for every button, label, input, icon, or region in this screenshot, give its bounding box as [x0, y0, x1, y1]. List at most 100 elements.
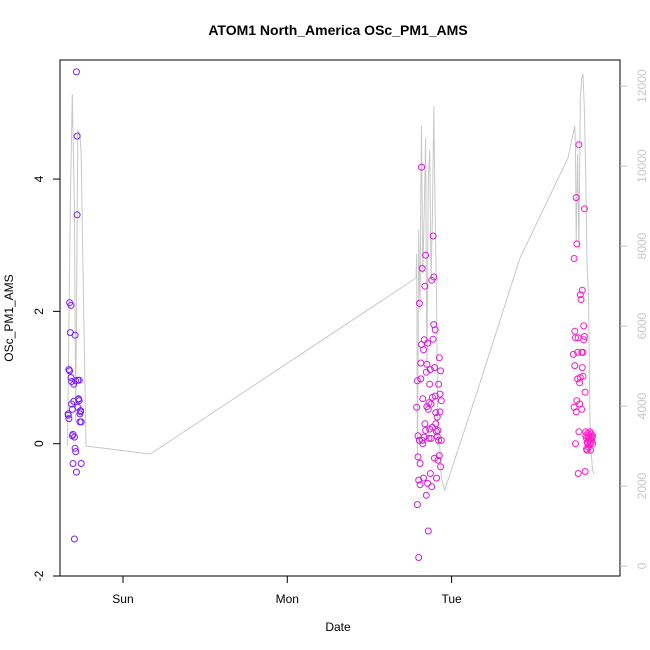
data-point — [70, 380, 78, 388]
y-axis-left: -2 0 2 4 — [32, 175, 60, 581]
data-point — [575, 141, 583, 149]
data-point — [570, 255, 578, 262]
data-point — [573, 240, 581, 248]
data-point — [580, 205, 588, 213]
data-point — [431, 326, 439, 334]
data-point — [437, 397, 445, 405]
data-point — [578, 364, 586, 372]
y-tick-label: 4 — [32, 175, 46, 182]
data-point — [73, 211, 81, 219]
x-tick-label: Mon — [276, 592, 299, 606]
data-point — [75, 397, 83, 405]
y2-tick-label: 8000 — [635, 232, 649, 259]
data-point — [420, 346, 427, 354]
data-point — [433, 474, 440, 482]
data-point — [415, 554, 423, 561]
data-point — [579, 372, 587, 380]
x-tick-label: Tue — [441, 592, 462, 606]
data-point — [578, 405, 586, 413]
data-point — [416, 481, 424, 489]
data-point — [574, 348, 582, 356]
data-point — [437, 463, 445, 471]
y2-tick-label: 6000 — [635, 312, 649, 339]
data-point — [437, 436, 445, 444]
data-point — [433, 413, 441, 421]
data-point — [578, 286, 586, 294]
plot-frame — [59, 59, 621, 577]
data-point — [569, 350, 577, 358]
data-point — [587, 446, 595, 454]
scatter-points — [64, 68, 597, 561]
data-point — [71, 331, 79, 339]
data-point — [416, 460, 424, 467]
data-point — [576, 379, 584, 387]
data-point — [432, 409, 440, 417]
data-point — [572, 408, 580, 416]
data-point — [425, 434, 433, 442]
data-point — [436, 390, 444, 398]
data-point — [431, 364, 438, 372]
data-point — [424, 339, 432, 347]
data-point — [572, 194, 580, 202]
data-point — [69, 460, 77, 467]
x-tick-label: Sun — [112, 592, 133, 606]
data-point — [432, 420, 440, 428]
data-point — [437, 367, 445, 375]
data-point — [429, 232, 437, 240]
data-point — [417, 375, 425, 383]
data-point — [580, 322, 588, 330]
data-point — [434, 427, 442, 434]
data-point — [420, 433, 428, 441]
data-point — [75, 376, 83, 384]
data-point — [436, 408, 444, 416]
data-point — [434, 456, 442, 464]
y-axis-label: OSc_PM1_AMS — [2, 274, 16, 361]
y-axis-right: 0 2000 4000 6000 8000 10000 12000 — [620, 69, 649, 569]
data-point — [571, 327, 579, 335]
y2-tick-label: 0 — [635, 562, 649, 569]
data-point — [66, 367, 74, 375]
data-point — [433, 428, 440, 436]
data-point — [72, 468, 80, 476]
data-point — [70, 433, 78, 441]
data-point — [587, 438, 595, 446]
data-point — [579, 348, 587, 356]
y-tick-label: 0 — [32, 440, 46, 447]
data-point — [574, 470, 582, 477]
data-point — [420, 474, 427, 482]
data-point — [426, 470, 434, 477]
data-point — [419, 440, 427, 448]
data-point — [435, 380, 443, 388]
data-point — [71, 444, 79, 452]
y2-tick-label: 4000 — [635, 392, 649, 419]
secondary-line-series — [67, 73, 595, 492]
data-point — [77, 408, 84, 416]
data-point — [583, 446, 591, 454]
data-point — [426, 366, 434, 374]
y2-tick-label: 10000 — [635, 149, 649, 183]
data-point — [429, 335, 437, 343]
x-axis-label: Date — [325, 620, 351, 634]
data-point — [572, 334, 579, 342]
data-point — [427, 400, 435, 408]
data-point — [72, 448, 80, 456]
data-point — [589, 440, 597, 448]
data-point — [424, 405, 432, 413]
data-point — [70, 535, 78, 543]
data-point — [589, 432, 597, 440]
data-point — [581, 388, 589, 396]
data-point — [576, 291, 584, 299]
data-point — [435, 354, 443, 362]
data-point — [73, 132, 81, 140]
data-point — [64, 410, 72, 418]
chart-title: ATOM1 North_America OSc_PM1_AMS — [208, 22, 467, 38]
data-point — [424, 527, 432, 535]
x-axis: Sun Mon Tue — [112, 576, 462, 606]
y2-tick-label: 12000 — [635, 69, 649, 103]
data-point — [422, 427, 430, 434]
data-point — [67, 301, 75, 309]
data-point — [418, 163, 425, 171]
data-point — [435, 436, 443, 444]
data-point — [421, 420, 429, 428]
